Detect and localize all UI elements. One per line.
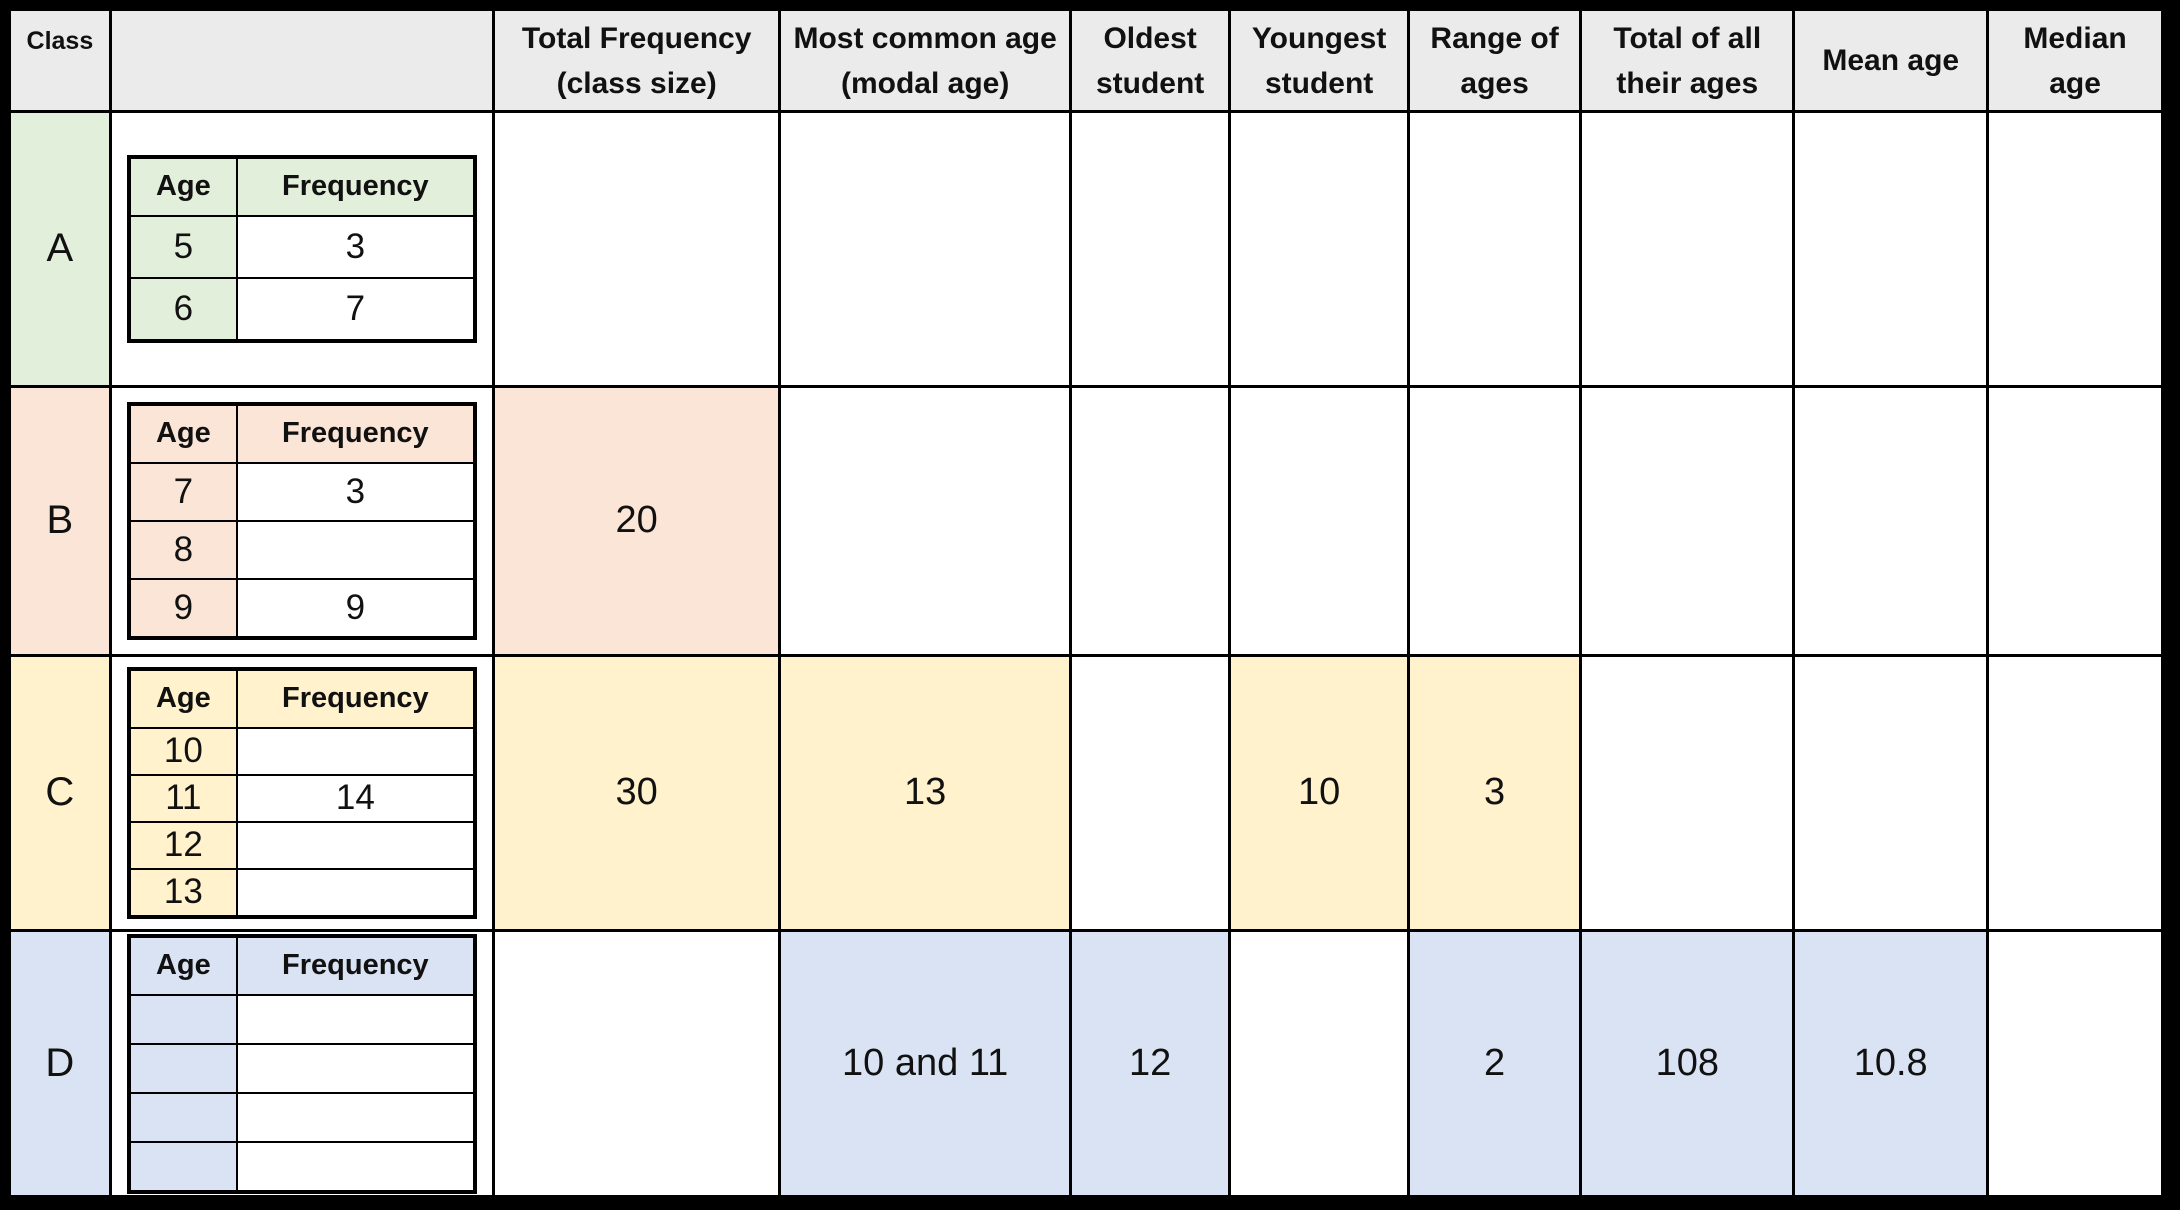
- age-cell: 13: [127, 867, 238, 918]
- column-header-mean-age: Mean age: [1792, 8, 1990, 113]
- median-age-cell-a: [1986, 110, 2164, 388]
- youngest-student-cell-c: 10: [1228, 653, 1410, 933]
- class-statistics-table: Class Total Frequency (class size) Most …: [8, 8, 2164, 1198]
- age-cell: 8: [127, 519, 238, 580]
- youngest-student-cell-d: [1228, 929, 1410, 1198]
- class-b-frequency-table-cell: Age Frequency 7 3 8 9 9: [108, 384, 495, 657]
- frequency-cell: [235, 1140, 476, 1193]
- column-header-frequency-tables: [108, 8, 495, 113]
- frequency-cell: 9: [235, 577, 476, 639]
- frequency-cell: [235, 726, 476, 776]
- range-cell-d: 2: [1406, 929, 1583, 1198]
- age-cell: [127, 993, 238, 1045]
- frequency-cell: [235, 519, 476, 580]
- median-age-cell-b: [1986, 384, 2164, 657]
- total-frequency-cell-c: 30: [491, 653, 782, 933]
- class-a-row: A Age Frequency 5 3 6: [8, 110, 2164, 388]
- column-header-median-age: Median age: [1986, 8, 2164, 113]
- frequency-cell: 3: [235, 461, 476, 522]
- class-d-label: D: [8, 929, 112, 1198]
- modal-age-cell-a: [778, 110, 1072, 388]
- class-c-label: C: [8, 653, 112, 933]
- range-cell-c: 3: [1406, 653, 1583, 933]
- total-frequency-cell-d: [491, 929, 782, 1198]
- mean-age-cell-b: [1792, 384, 1990, 657]
- column-header-total-of-ages: Total of all their ages: [1579, 8, 1796, 113]
- column-header-modal-age: Most common age (modal age): [778, 8, 1072, 113]
- frequency-header-cell: Frequency: [235, 155, 476, 217]
- class-b-frequency-table: Age Frequency 7 3 8 9 9: [126, 401, 477, 640]
- frequency-cell: [235, 993, 476, 1045]
- age-cell: [127, 1042, 238, 1094]
- modal-age-cell-c: 13: [778, 653, 1072, 933]
- mean-age-cell-a: [1792, 110, 1990, 388]
- frequency-cell: [235, 820, 476, 870]
- frequency-cell: [235, 867, 476, 918]
- column-header-youngest-student: Youngest student: [1228, 8, 1410, 113]
- class-d-frequency-table-cell: Age Frequency: [108, 929, 495, 1198]
- header-row: Class Total Frequency (class size) Most …: [8, 8, 2164, 113]
- frequency-cell: [235, 1042, 476, 1094]
- frequency-cell: 14: [235, 773, 476, 823]
- class-b-label: B: [8, 384, 112, 657]
- age-header-cell: Age: [127, 667, 238, 729]
- youngest-student-cell-b: [1228, 384, 1410, 657]
- age-cell: 10: [127, 726, 238, 776]
- frequency-cell: 3: [235, 214, 476, 279]
- mean-age-cell-d: 10.8: [1792, 929, 1990, 1198]
- age-cell: 6: [127, 276, 238, 342]
- oldest-student-cell-d: 12: [1068, 929, 1232, 1198]
- range-cell-a: [1406, 110, 1583, 388]
- frequency-header-cell: Frequency: [235, 402, 476, 464]
- mean-age-cell-c: [1792, 653, 1990, 933]
- frequency-cell: 7: [235, 276, 476, 342]
- age-header-cell: Age: [127, 934, 238, 996]
- age-cell: 9: [127, 577, 238, 639]
- class-c-frequency-table: Age Frequency 10 11 14 12: [126, 666, 477, 919]
- class-b-row: B Age Frequency 7 3 8: [8, 384, 2164, 657]
- total-ages-cell-a: [1579, 110, 1796, 388]
- column-header-class: Class: [8, 8, 112, 113]
- class-d-row: D Age Frequency: [8, 929, 2164, 1198]
- age-cell: 7: [127, 461, 238, 522]
- column-header-total-frequency: Total Frequency (class size): [491, 8, 782, 113]
- total-frequency-cell-a: [491, 110, 782, 388]
- median-age-cell-d: [1986, 929, 2164, 1198]
- column-header-range-of-ages: Range of ages: [1406, 8, 1583, 113]
- age-cell: 11: [127, 773, 238, 823]
- age-header-cell: Age: [127, 402, 238, 464]
- oldest-student-cell-b: [1068, 384, 1232, 657]
- class-c-row: C Age Frequency 10 11: [8, 653, 2164, 933]
- class-d-frequency-table: Age Frequency: [126, 933, 477, 1194]
- column-header-oldest-student: Oldest student: [1068, 8, 1232, 113]
- modal-age-cell-b: [778, 384, 1072, 657]
- total-ages-cell-c: [1579, 653, 1796, 933]
- range-cell-b: [1406, 384, 1583, 657]
- age-cell: [127, 1140, 238, 1193]
- oldest-student-cell-a: [1068, 110, 1232, 388]
- frequency-header-cell: Frequency: [235, 934, 476, 996]
- class-a-frequency-table: Age Frequency 5 3 6 7: [126, 154, 477, 343]
- class-a-frequency-table-cell: Age Frequency 5 3 6 7: [108, 110, 495, 388]
- total-ages-cell-b: [1579, 384, 1796, 657]
- frequency-cell: [235, 1091, 476, 1143]
- age-cell: 12: [127, 820, 238, 870]
- total-ages-cell-d: 108: [1579, 929, 1796, 1198]
- class-a-label: A: [8, 110, 112, 388]
- modal-age-cell-d: 10 and 11: [778, 929, 1072, 1198]
- age-cell: [127, 1091, 238, 1143]
- class-c-frequency-table-cell: Age Frequency 10 11 14 12: [108, 653, 495, 933]
- age-header-cell: Age: [127, 155, 238, 217]
- youngest-student-cell-a: [1228, 110, 1410, 388]
- total-frequency-cell-b: 20: [491, 384, 782, 657]
- median-age-cell-c: [1986, 653, 2164, 933]
- oldest-student-cell-c: [1068, 653, 1232, 933]
- frequency-header-cell: Frequency: [235, 667, 476, 729]
- age-cell: 5: [127, 214, 238, 279]
